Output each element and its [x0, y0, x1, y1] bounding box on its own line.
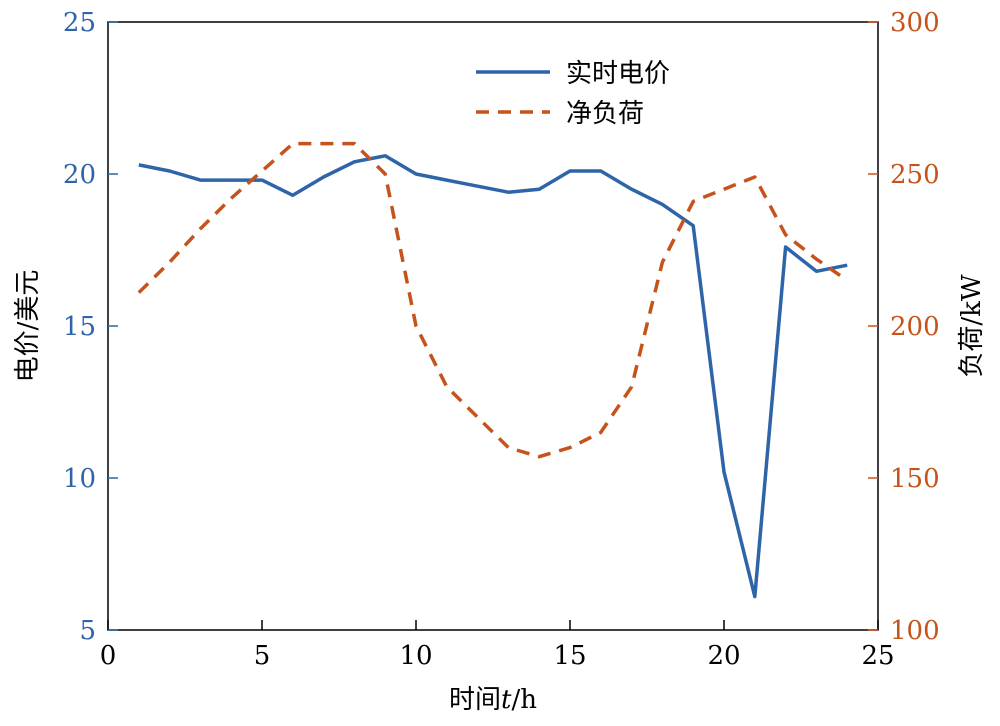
y-axis-right-label: 负荷/kW [957, 274, 987, 378]
x-axis-label-variable: t [501, 685, 512, 715]
series-line-load [137, 141, 849, 459]
y-left-tick-label: 15 [63, 312, 96, 342]
x-tick-label: 25 [861, 641, 894, 671]
y-axis-left-label: 电价/美元 [13, 270, 43, 383]
x-tick-label: 15 [553, 641, 586, 671]
y-left-tick-label: 5 [79, 616, 96, 646]
legend-label-price: 实时电价 [566, 59, 670, 89]
y-right-tick-label: 250 [890, 160, 940, 190]
x-tick-label: 20 [707, 641, 740, 671]
x-axis-label-main: 时间 [449, 685, 501, 715]
x-tick-label: 10 [399, 641, 432, 671]
y-left-tick-label: 10 [63, 464, 96, 494]
legend-label-load: 净负荷 [566, 99, 644, 129]
y-right-tick-label: 100 [890, 616, 940, 646]
series-lines [137, 141, 849, 599]
x-axis-label-unit: /h [511, 685, 537, 715]
x-axis-label: 时间t/h [449, 685, 537, 715]
legend: 实时电价 净负荷 [476, 59, 670, 129]
y-left-tick-label: 20 [63, 160, 96, 190]
y-left-tick-label: 25 [63, 8, 96, 38]
x-tick-label: 5 [254, 641, 271, 671]
series-line-price [138, 154, 848, 599]
y-right-tick-label: 150 [890, 464, 940, 494]
y-right-tick-label: 200 [890, 312, 940, 342]
y-right-tick-label: 300 [890, 8, 940, 38]
plot-frame [107, 21, 879, 631]
x-tick-label: 0 [100, 641, 117, 671]
